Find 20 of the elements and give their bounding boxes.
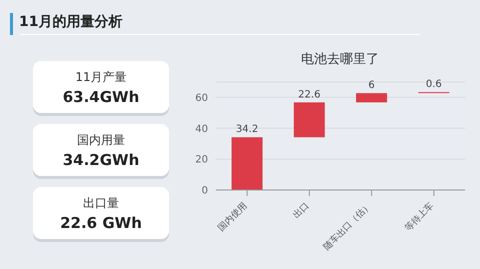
- x-tick-label: 随车出口（估）: [321, 200, 374, 253]
- text: 11月的用量分析: [19, 13, 122, 31]
- x-tick-label: 出口: [290, 200, 312, 221]
- info-card: 国内用量 34.2GWh: [33, 124, 169, 176]
- data-label: 34.2: [236, 124, 258, 136]
- data-label: 6: [368, 80, 375, 92]
- bar: [294, 102, 325, 138]
- data-label: 22.6: [298, 89, 320, 100]
- y-tick-label: 20: [195, 154, 208, 166]
- y-tick-label: 40: [195, 124, 208, 135]
- y-tick-label: 0: [202, 186, 208, 197]
- bar: [232, 137, 263, 190]
- x-tick-label: 国内使用: [216, 200, 250, 234]
- x-tick-label: 等待上车: [402, 200, 436, 234]
- y-tick-label: 60: [195, 92, 208, 104]
- chart-title: 电池去哪里了: [300, 51, 380, 68]
- bar: [356, 93, 388, 102]
- info-card: 11月产量 63.4GWh: [33, 61, 169, 113]
- info-card: 出口量 22.6 GWh: [33, 187, 169, 239]
- data-label: 0.6: [426, 79, 442, 90]
